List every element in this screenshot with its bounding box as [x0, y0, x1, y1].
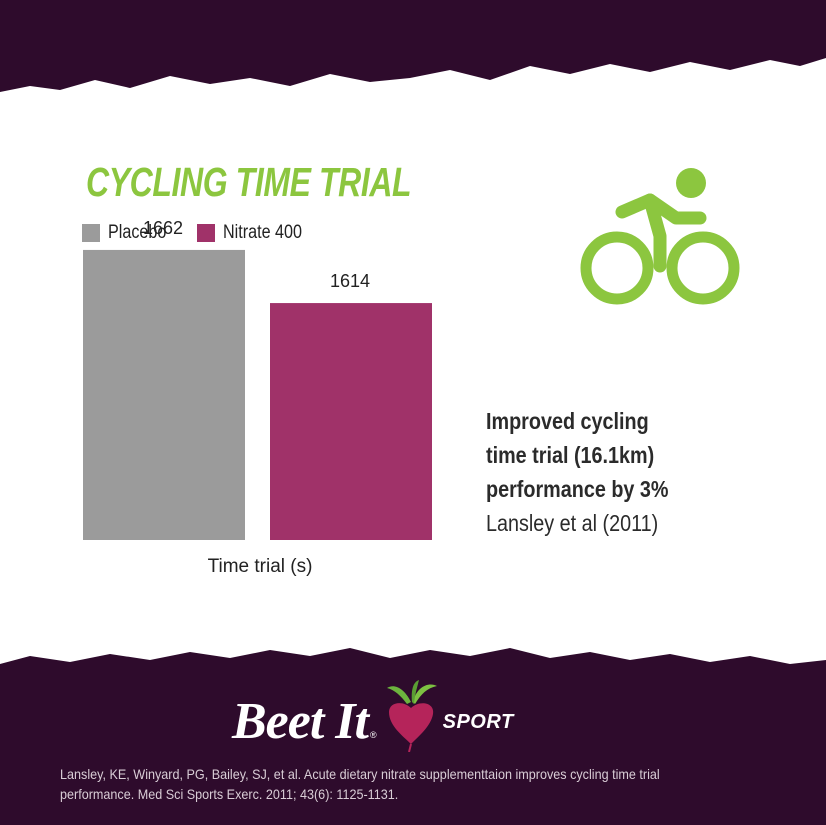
citation: Lansley, KE, Winyard, PG, Bailey, SJ, et… [60, 766, 660, 802]
legend-item-placebo: Placebo [82, 222, 177, 244]
result-note-source: Lansley et al (2011) [486, 510, 659, 536]
legend-item-nitrate: Nitrate 400 [197, 222, 316, 244]
legend-swatch-nitrate [197, 224, 215, 242]
chart-title: CYCLING TIME TRIAL [86, 159, 412, 205]
brand-logo: Beet It ® SPORT [232, 678, 514, 752]
bar-value-label-nitrate: 1614 [329, 271, 371, 292]
bar-nitrate [270, 303, 432, 540]
result-note-line-3: performance by 3% [486, 476, 669, 502]
cyclist-icon [580, 168, 740, 305]
result-note: Improved cycling time trial (16.1km) per… [486, 404, 668, 540]
x-axis-label: Time trial (s) [207, 556, 313, 577]
legend-label-placebo: Placebo [108, 222, 167, 243]
legend-swatch-placebo [82, 224, 100, 242]
bar-value-label-placebo: 1662 [142, 217, 184, 238]
brand-registered-mark: ® [369, 730, 377, 740]
bar-placebo [83, 249, 245, 540]
brand-sport-label: SPORT [442, 711, 514, 733]
result-note-line-1: Improved cycling [486, 408, 649, 434]
result-note-line-2: time trial (16.1km) [486, 442, 655, 468]
beet-icon [386, 680, 437, 752]
brand-name: Beet It [232, 693, 369, 750]
legend-label-nitrate: Nitrate 400 [223, 222, 303, 243]
